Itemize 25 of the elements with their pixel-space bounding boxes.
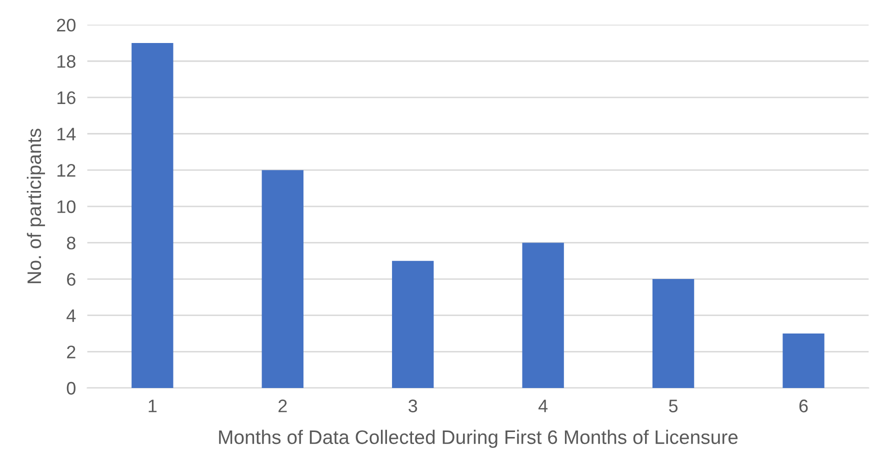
x-tick-label: 4: [538, 400, 548, 412]
y-tick-label: 8: [66, 236, 76, 250]
bar: [392, 260, 434, 388]
y-tick-label: 12: [57, 164, 76, 177]
x-tick-label: 2: [278, 400, 287, 412]
bar: [652, 279, 694, 388]
y-tick-label: 4: [66, 309, 76, 322]
x-tick-label: 1: [148, 400, 157, 412]
x-axis-title: Months of Data Collected During First 6 Months of Licensure: [219, 430, 738, 448]
bar: [132, 42, 174, 388]
y-tick-label: 16: [57, 91, 76, 104]
y-tick-label: 20: [57, 18, 76, 32]
bar: [262, 170, 304, 388]
y-tick-label: 18: [57, 55, 76, 68]
y-tick-label: 0: [66, 382, 76, 395]
y-tick-label: 2: [67, 346, 76, 358]
bar: [782, 333, 824, 388]
x-tick-label: 6: [799, 400, 808, 412]
x-tick-label: 3: [408, 400, 418, 412]
y-axis-title: No. of participants: [26, 128, 45, 284]
y-tick-label: 14: [57, 128, 76, 140]
y-tick-label: 10: [57, 200, 76, 214]
x-tick-label: 5: [669, 400, 678, 412]
bar: [522, 242, 564, 388]
y-tick-label: 6: [67, 272, 76, 286]
